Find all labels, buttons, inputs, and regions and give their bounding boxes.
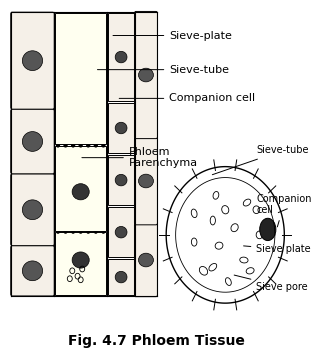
FancyBboxPatch shape: [108, 103, 134, 153]
Text: Companion cell: Companion cell: [119, 93, 255, 104]
FancyBboxPatch shape: [55, 13, 107, 144]
Ellipse shape: [72, 252, 89, 268]
Ellipse shape: [213, 191, 219, 199]
Ellipse shape: [215, 242, 223, 249]
Ellipse shape: [199, 266, 208, 275]
FancyBboxPatch shape: [108, 207, 134, 257]
Ellipse shape: [243, 199, 251, 206]
Text: Companion
cell: Companion cell: [256, 194, 312, 227]
FancyBboxPatch shape: [55, 232, 107, 295]
Ellipse shape: [246, 268, 254, 274]
Ellipse shape: [22, 261, 42, 281]
Ellipse shape: [222, 206, 229, 214]
FancyBboxPatch shape: [134, 223, 157, 297]
Ellipse shape: [191, 238, 197, 246]
Ellipse shape: [72, 184, 89, 200]
Circle shape: [56, 143, 60, 148]
Ellipse shape: [115, 272, 127, 283]
Text: Sieve-tube: Sieve-tube: [212, 146, 309, 175]
FancyBboxPatch shape: [11, 12, 54, 109]
Ellipse shape: [226, 278, 231, 286]
FancyBboxPatch shape: [11, 174, 54, 246]
Circle shape: [78, 143, 83, 148]
FancyBboxPatch shape: [134, 137, 157, 225]
FancyBboxPatch shape: [11, 109, 54, 174]
Circle shape: [71, 229, 75, 234]
Circle shape: [101, 229, 106, 234]
Circle shape: [101, 143, 106, 148]
Circle shape: [64, 229, 68, 234]
Text: Fig. 4.7 Phloem Tissue: Fig. 4.7 Phloem Tissue: [68, 334, 245, 348]
Text: Sieve pore: Sieve pore: [234, 275, 308, 292]
Text: Sieve-tube: Sieve-tube: [98, 65, 229, 75]
Ellipse shape: [138, 68, 154, 82]
Ellipse shape: [240, 257, 248, 263]
Circle shape: [86, 143, 90, 148]
Text: Sieve-plate: Sieve-plate: [113, 30, 232, 41]
Ellipse shape: [256, 231, 263, 239]
Ellipse shape: [22, 132, 42, 151]
Text: Phloem
Parenchyma: Phloem Parenchyma: [82, 147, 198, 168]
Ellipse shape: [115, 227, 127, 238]
Polygon shape: [166, 167, 284, 303]
Circle shape: [86, 229, 90, 234]
Ellipse shape: [253, 206, 260, 214]
Ellipse shape: [115, 174, 127, 186]
FancyBboxPatch shape: [11, 246, 54, 296]
Circle shape: [94, 229, 98, 234]
FancyBboxPatch shape: [108, 259, 134, 295]
Circle shape: [94, 143, 98, 148]
Circle shape: [64, 143, 68, 148]
Ellipse shape: [138, 174, 154, 188]
Ellipse shape: [210, 216, 215, 225]
Ellipse shape: [260, 218, 276, 241]
Ellipse shape: [138, 253, 154, 267]
FancyBboxPatch shape: [108, 155, 134, 205]
Text: Sieve plate: Sieve plate: [244, 244, 311, 254]
Ellipse shape: [115, 122, 127, 134]
FancyBboxPatch shape: [108, 13, 134, 101]
FancyBboxPatch shape: [55, 146, 107, 231]
Circle shape: [56, 229, 60, 234]
FancyBboxPatch shape: [134, 12, 157, 139]
Ellipse shape: [209, 264, 217, 271]
Ellipse shape: [231, 224, 238, 232]
Ellipse shape: [22, 200, 42, 220]
Ellipse shape: [22, 51, 42, 71]
Circle shape: [78, 229, 83, 234]
Ellipse shape: [115, 51, 127, 63]
Ellipse shape: [191, 209, 197, 218]
Circle shape: [71, 143, 75, 148]
